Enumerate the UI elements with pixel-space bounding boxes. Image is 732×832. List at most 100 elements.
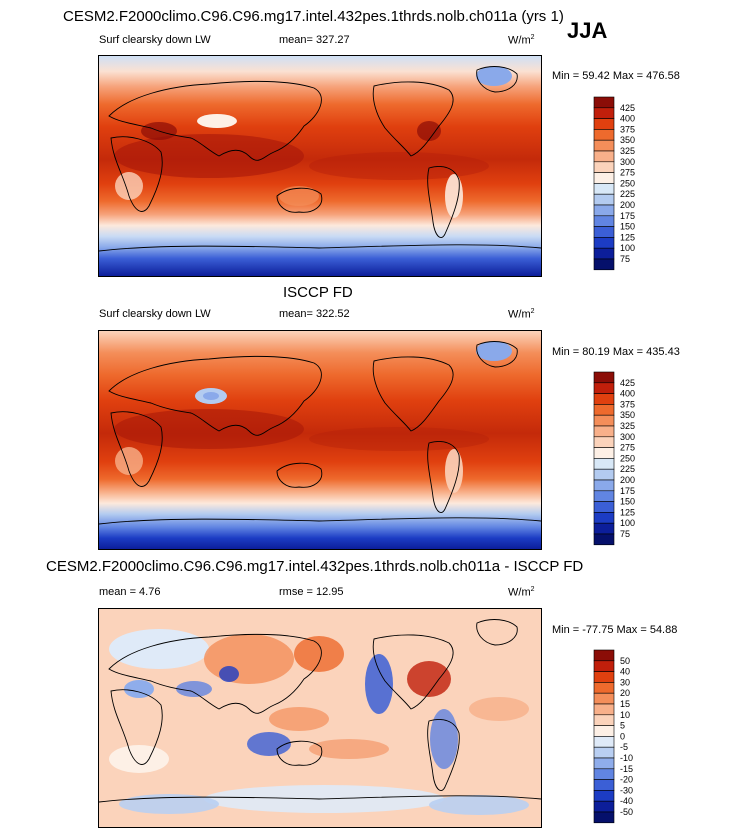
colorbar-tick-label: 300: [620, 432, 635, 442]
colorbar-swatch: [593, 714, 615, 726]
panel1-hotspots: [114, 66, 512, 218]
colorbar-tick-label: 375: [620, 399, 635, 409]
colorbar-tick-label: 325: [620, 146, 635, 156]
colorbar-swatch: [593, 215, 615, 227]
panel2-colorbar: 425 400 375 350 325 300 275 250 225 200 175 150 125 1…: [593, 371, 654, 547]
colorbar-tick-label: 250: [620, 178, 635, 188]
colorbar-swatch: [593, 393, 615, 405]
colorbar-swatch: [593, 436, 615, 448]
panel1-colorbar: 425 400 375 350 325 300 275 250 225 200 175 150 125 1…: [593, 96, 654, 272]
colorbar-tick-label: 15: [620, 699, 630, 709]
colorbar-swatch: [593, 447, 615, 459]
colorbar-tick-label: 20: [620, 688, 630, 698]
panel3-rmse-label: rmse = 12.95: [279, 586, 344, 598]
colorbar-swatch: [593, 501, 615, 513]
panel3-units: W/m2: [508, 586, 535, 599]
colorbar-swatch: [593, 490, 615, 502]
panel3-colorbar: 50 40 30 20 15 10 5 0 -5 -10 -15 -20 -30 -40 -50: [593, 649, 654, 825]
panel3-mean-label: mean = 4.76: [99, 586, 161, 598]
colorbar-tick-label: -5: [620, 742, 628, 752]
panel1-mean-label: mean= 327.27: [279, 34, 350, 46]
colorbar-tick-label: -50: [620, 807, 633, 817]
colorbar-tick-label: -15: [620, 764, 633, 774]
colorbar-tick-label: 125: [620, 507, 635, 517]
colorbar-swatch: [593, 425, 615, 438]
season-label: JJA: [567, 18, 608, 43]
colorbar-swatch: [593, 746, 615, 759]
colorbar-tick-label: 175: [620, 486, 635, 496]
colorbar-tick-label: 30: [620, 677, 630, 687]
colorbar-swatch: [593, 107, 615, 119]
panel3-coastlines: [99, 619, 541, 803]
colorbar-swatch: [593, 757, 615, 770]
colorbar-tick-label: -40: [620, 796, 633, 806]
colorbar-tick-label: 150: [620, 497, 635, 507]
colorbar-swatch: [593, 204, 615, 217]
panel1-map: [98, 55, 542, 277]
panel2-mean-label: mean= 322.52: [279, 308, 350, 320]
panel1-title: CESM2.F2000climo.C96.C96.mg17.intel.432p…: [63, 8, 564, 25]
panel3-map-canvas: [99, 609, 541, 827]
colorbar-swatch: [593, 736, 615, 748]
colorbar-swatch: [593, 522, 615, 535]
panel2-hotspots: [114, 341, 512, 493]
colorbar-tick-label: 225: [620, 189, 635, 199]
colorbar-tick-label: 350: [620, 410, 635, 420]
colorbar-swatch: [593, 479, 615, 492]
colorbar-swatch: [593, 533, 615, 546]
colorbar-swatch: [593, 468, 615, 481]
colorbar-tick-label: 250: [620, 453, 635, 463]
colorbar-tick-label: -20: [620, 775, 633, 785]
colorbar-swatch: [593, 118, 615, 130]
colorbar-swatch: [593, 414, 615, 427]
panel2-title: ISCCP FD: [283, 284, 353, 301]
colorbar-tick-label: -30: [620, 785, 633, 795]
colorbar-swatch: [593, 226, 615, 238]
colorbar-tick-label: 325: [620, 421, 635, 431]
colorbar-tick-label: 425: [620, 378, 635, 388]
colorbar-swatch: [593, 811, 615, 824]
colorbar-swatch: [593, 512, 615, 524]
colorbar-tick-label: 200: [620, 475, 635, 485]
colorbar-swatch: [593, 96, 615, 109]
colorbar-swatch: [593, 150, 615, 163]
colorbar-swatch: [593, 172, 615, 184]
colorbar-tick-label: 50: [620, 656, 630, 666]
colorbar-swatch: [593, 779, 615, 791]
colorbar-tick-label: 275: [620, 443, 635, 453]
colorbar-swatch: [593, 768, 615, 780]
colorbar-swatch: [593, 193, 615, 206]
colorbar-tick-label: 10: [620, 710, 630, 720]
colorbar-swatch: [593, 682, 615, 694]
colorbar-tick-label: 275: [620, 168, 635, 178]
colorbar-tick-label: 400: [620, 389, 635, 399]
panel1-map-canvas: [99, 56, 541, 276]
colorbar-swatch: [593, 258, 615, 271]
colorbar-tick-label: 375: [620, 124, 635, 134]
panel1-units: W/m2: [508, 34, 535, 47]
colorbar-tick-label: 150: [620, 222, 635, 232]
colorbar-swatch: [593, 660, 615, 672]
panel1-variable-label: Surf clearsky down LW: [99, 34, 211, 46]
colorbar-swatch: [593, 800, 615, 813]
panel2-coastlines: [99, 341, 541, 525]
panel2-variable-label: Surf clearsky down LW: [99, 308, 211, 320]
colorbar-tick-label: 100: [620, 518, 635, 528]
panel3-title: CESM2.F2000climo.C96.C96.mg17.intel.432p…: [46, 558, 584, 575]
colorbar-tick-label: 125: [620, 232, 635, 242]
panel2-range: Min = 80.19 Max = 435.43: [552, 346, 680, 358]
colorbar-swatch: [593, 371, 615, 384]
colorbar-tick-label: 225: [620, 464, 635, 474]
colorbar-swatch: [593, 649, 615, 662]
colorbar-swatch: [593, 139, 615, 152]
colorbar-tick-label: 425: [620, 103, 635, 113]
colorbar-swatch: [593, 458, 615, 470]
panel2-map-canvas: [99, 331, 541, 549]
colorbar-swatch: [593, 404, 615, 416]
panel3-range: Min = -77.75 Max = 54.88: [552, 624, 678, 636]
colorbar-swatch: [593, 725, 615, 737]
panel2-units: W/m2: [508, 308, 535, 321]
colorbar-swatch: [593, 237, 615, 249]
colorbar-swatch: [593, 692, 615, 705]
colorbar-swatch: [593, 382, 615, 394]
